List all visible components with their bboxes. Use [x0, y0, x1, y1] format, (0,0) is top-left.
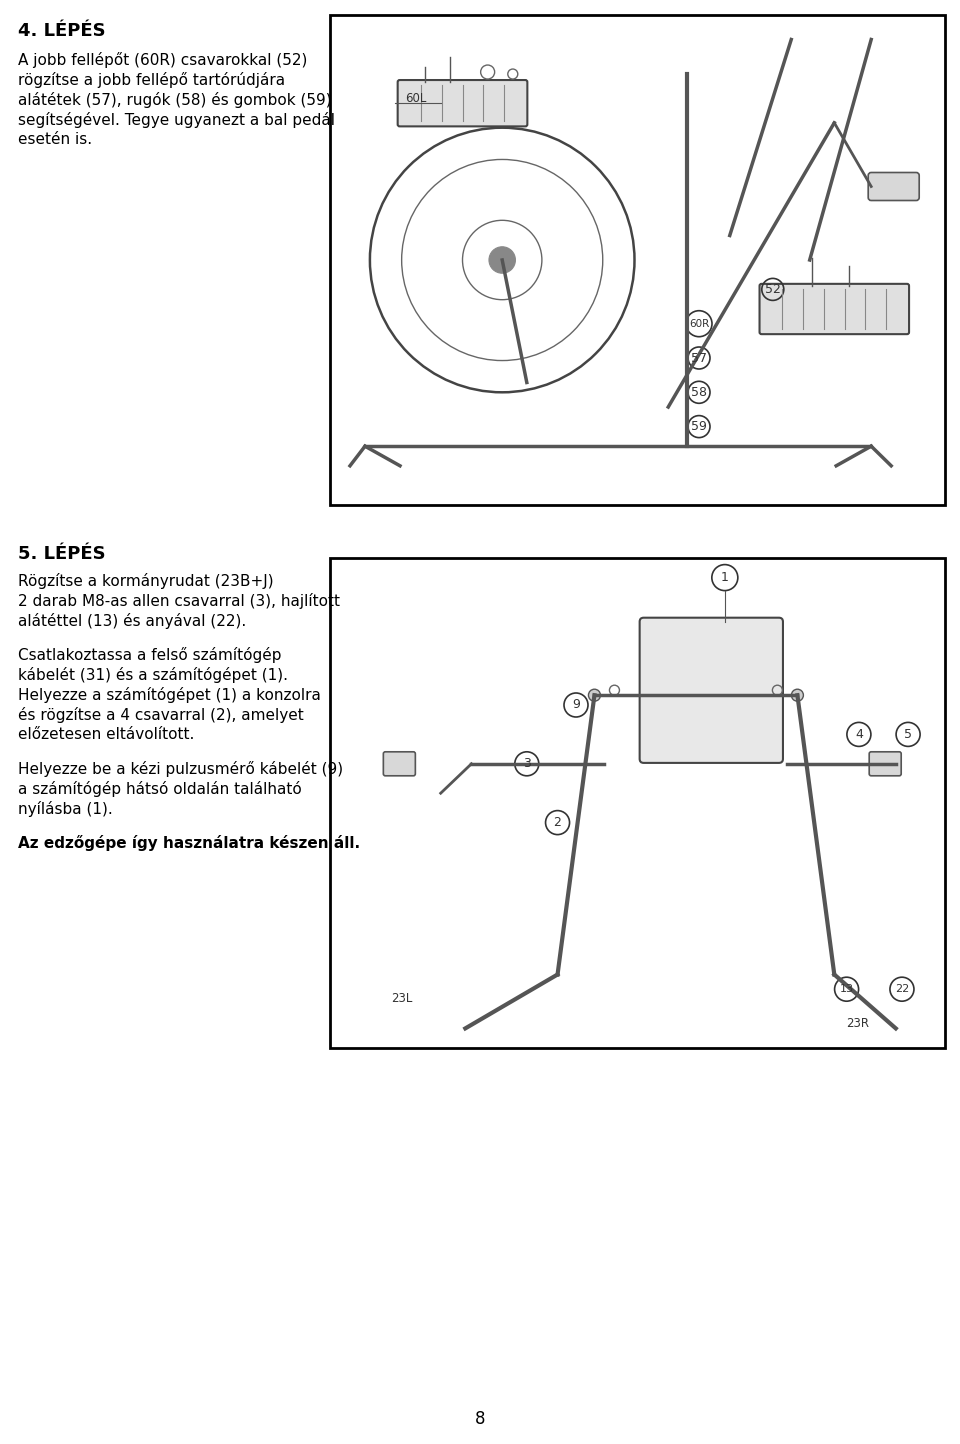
Text: 60L: 60L	[405, 92, 427, 105]
Text: esetén is.: esetén is.	[18, 131, 92, 147]
Text: 2 darab M8-as allen csavarral (3), hajlított: 2 darab M8-as allen csavarral (3), hajlí…	[18, 593, 340, 609]
Circle shape	[791, 689, 804, 702]
Text: 22: 22	[895, 985, 909, 995]
Text: előzetesen eltávolított.: előzetesen eltávolított.	[18, 726, 194, 742]
Text: 8: 8	[475, 1409, 485, 1428]
Text: Rögzítse a kormányrudat (23B+J): Rögzítse a kormányrudat (23B+J)	[18, 573, 274, 589]
Circle shape	[489, 247, 516, 273]
Text: 57: 57	[691, 351, 707, 364]
Text: 1: 1	[721, 570, 729, 585]
Bar	[330, 557, 945, 1048]
Text: alátéttel (13) és anyával (22).: alátéttel (13) és anyával (22).	[18, 614, 247, 630]
Text: 59: 59	[691, 420, 707, 433]
FancyBboxPatch shape	[759, 284, 909, 334]
Text: 23L: 23L	[392, 992, 413, 1005]
Text: 23R: 23R	[847, 1017, 870, 1030]
Text: Helyezze a számítógépet (1) a konzolra: Helyezze a számítógépet (1) a konzolra	[18, 687, 321, 703]
Text: segítségével. Tegye ugyanezt a bal pedál: segítségével. Tegye ugyanezt a bal pedál	[18, 113, 335, 129]
Text: Az edzőgépe így használatra készen áll.: Az edzőgépe így használatra készen áll.	[18, 835, 360, 851]
Circle shape	[588, 689, 600, 702]
Text: 2: 2	[554, 816, 562, 829]
FancyBboxPatch shape	[869, 752, 901, 775]
FancyBboxPatch shape	[639, 618, 783, 762]
Bar	[330, 14, 945, 505]
Text: 9: 9	[572, 699, 580, 712]
Text: alátétek (57), rugók (58) és gombok (59): alátétek (57), rugók (58) és gombok (59)	[18, 92, 331, 108]
Text: 52: 52	[765, 283, 780, 296]
Text: rögzítse a jobb fellépő tartórúdjára: rögzítse a jobb fellépő tartórúdjára	[18, 72, 285, 88]
Text: és rögzítse a 4 csavarral (2), amelyet: és rögzítse a 4 csavarral (2), amelyet	[18, 708, 303, 723]
Text: 60R: 60R	[689, 319, 709, 329]
Text: 4: 4	[855, 728, 863, 741]
Text: A jobb fellépőt (60R) csavarokkal (52): A jobb fellépőt (60R) csavarokkal (52)	[18, 52, 307, 68]
Text: nyílásba (1).: nyílásba (1).	[18, 801, 112, 817]
Text: kábelét (31) és a számítógépet (1).: kábelét (31) és a számítógépet (1).	[18, 667, 288, 683]
Text: 3: 3	[523, 757, 531, 770]
Text: Helyezze be a kézi pulzusmérő kábelét (9): Helyezze be a kézi pulzusmérő kábelét (9…	[18, 761, 343, 777]
FancyBboxPatch shape	[397, 79, 527, 127]
FancyBboxPatch shape	[383, 752, 416, 775]
Text: a számítógép hátsó oldalán található: a számítógép hátsó oldalán található	[18, 781, 301, 797]
FancyBboxPatch shape	[868, 172, 920, 201]
Text: 13: 13	[840, 985, 853, 995]
Text: 4. LÉPÉS: 4. LÉPÉS	[18, 22, 106, 40]
Text: 5: 5	[904, 728, 912, 741]
Text: 5. LÉPÉS: 5. LÉPÉS	[18, 544, 106, 563]
Text: 58: 58	[691, 386, 707, 399]
Text: Csatlakoztassa a felső számítógép: Csatlakoztassa a felső számítógép	[18, 647, 281, 663]
